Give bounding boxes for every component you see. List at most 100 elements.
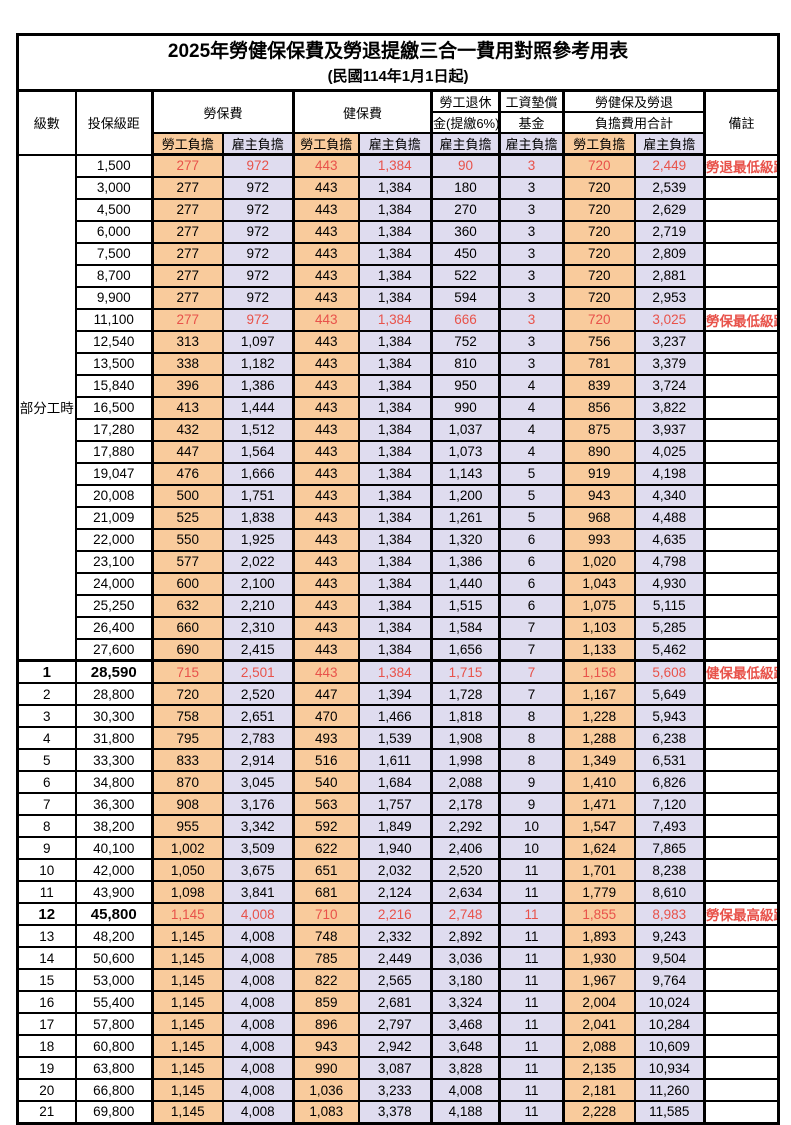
value-cell: 1,288	[562, 726, 636, 750]
remark-cell: 勞保最低級距	[702, 307, 780, 332]
value-cell: 6	[498, 593, 565, 618]
value-cell: 720	[151, 682, 224, 706]
value-cell: 3	[498, 175, 565, 200]
value-cell: 10,934	[633, 1056, 706, 1080]
value-cell: 10	[498, 814, 565, 838]
table-row: 5 33,300 833 2,914 516 1,611 1,998 8 1,349 6,531	[16, 748, 780, 772]
value-cell: 1,145	[151, 968, 224, 992]
value-cell: 1,145	[151, 902, 224, 926]
value-cell: 1,384	[357, 153, 433, 178]
value-cell: 890	[562, 439, 636, 464]
bracket-cell: 25,250	[74, 593, 154, 618]
col-header-bracket: 投保級距	[74, 89, 154, 156]
value-cell: 1,967	[562, 968, 636, 992]
value-cell: 875	[562, 417, 636, 442]
value-cell: 4,930	[633, 571, 706, 596]
value-cell: 1,384	[357, 219, 433, 244]
value-cell: 4,488	[633, 505, 706, 530]
table-row: 15,840 396 1,386 443 1,384 950 4 839 3,724	[18, 373, 780, 398]
value-cell: 1,684	[357, 770, 433, 794]
remark-cell	[702, 880, 780, 904]
value-cell: 1,384	[357, 439, 433, 464]
col-header-wage-fund-line2: 基金	[498, 111, 565, 134]
value-cell: 522	[430, 263, 501, 288]
bracket-cell: 3,000	[74, 175, 154, 200]
value-cell: 2,651	[221, 704, 295, 728]
value-cell: 443	[292, 417, 360, 442]
value-cell: 270	[430, 197, 501, 222]
col-header-total-line1: 勞健保及勞退	[562, 89, 706, 113]
bracket-cell: 36,300	[74, 792, 154, 816]
value-cell: 10,284	[633, 1012, 706, 1036]
col-header-health-employer: 雇主負擔	[357, 132, 433, 156]
value-cell: 972	[221, 153, 295, 178]
value-cell: 432	[151, 417, 224, 442]
remark-cell	[702, 461, 780, 486]
value-cell: 443	[292, 549, 360, 574]
value-cell: 943	[292, 1034, 360, 1058]
level-cell: 5	[16, 748, 77, 772]
remark-cell	[702, 373, 780, 398]
value-cell: 710	[292, 902, 360, 926]
value-cell: 1,855	[562, 902, 636, 926]
value-cell: 972	[221, 307, 295, 332]
value-cell: 972	[221, 175, 295, 200]
value-cell: 660	[151, 615, 224, 640]
bracket-cell: 23,100	[74, 549, 154, 574]
value-cell: 1,547	[562, 814, 636, 838]
value-cell: 6	[498, 571, 565, 596]
bracket-cell: 53,000	[74, 968, 154, 992]
bracket-cell: 33,300	[74, 748, 154, 772]
value-cell: 443	[292, 637, 360, 662]
value-cell: 4,198	[633, 461, 706, 486]
value-cell: 443	[292, 571, 360, 596]
value-cell: 443	[292, 197, 360, 222]
value-cell: 396	[151, 373, 224, 398]
value-cell: 443	[292, 395, 360, 420]
value-cell: 2,539	[633, 175, 706, 200]
value-cell: 9,764	[633, 968, 706, 992]
bracket-cell: 21,009	[74, 505, 154, 530]
value-cell: 11	[498, 858, 565, 882]
value-cell: 3,233	[357, 1078, 433, 1102]
value-cell: 3,045	[221, 770, 295, 794]
value-cell: 600	[151, 571, 224, 596]
level-cell: 10	[16, 858, 77, 882]
value-cell: 1,384	[357, 571, 433, 596]
bracket-cell: 1,500	[74, 153, 154, 178]
value-cell: 5,115	[633, 593, 706, 618]
table-row: 20,008 500 1,751 443 1,384 1,200 5 943 4,340	[18, 483, 780, 508]
value-cell: 277	[151, 219, 224, 244]
title-row: 2025年勞健保保費及勞退提繳三合一費用對照參考用表 (民國114年1月1日起)	[16, 33, 780, 92]
value-cell: 2,914	[221, 748, 295, 772]
value-cell: 972	[221, 197, 295, 222]
value-cell: 1,145	[151, 924, 224, 948]
remark-cell	[702, 329, 780, 354]
value-cell: 7,493	[633, 814, 706, 838]
value-cell: 3,841	[221, 880, 295, 904]
value-cell: 972	[221, 285, 295, 310]
level-cell: 8	[16, 814, 77, 838]
value-cell: 10,024	[633, 990, 706, 1014]
level-cell: 18	[16, 1034, 77, 1058]
value-cell: 1,930	[562, 946, 636, 970]
value-cell: 9	[498, 792, 565, 816]
value-cell: 651	[292, 858, 360, 882]
bracket-cell: 27,600	[74, 637, 154, 662]
value-cell: 2,100	[221, 571, 295, 596]
value-cell: 277	[151, 153, 224, 178]
value-cell: 2,332	[357, 924, 433, 948]
bracket-cell: 22,000	[74, 527, 154, 552]
table-row: 12 45,800 1,145 4,008 710 2,216 2,748 11 1,855 8,…	[16, 902, 780, 926]
bracket-cell: 15,840	[74, 373, 154, 398]
value-cell: 1,145	[151, 1056, 224, 1080]
value-cell: 180	[430, 175, 501, 200]
value-cell: 577	[151, 549, 224, 574]
value-cell: 8	[498, 748, 565, 772]
value-cell: 2,681	[357, 990, 433, 1014]
value-cell: 1,384	[357, 505, 433, 530]
value-cell: 8,610	[633, 880, 706, 904]
value-cell: 1,444	[221, 395, 295, 420]
value-cell: 277	[151, 175, 224, 200]
value-cell: 690	[151, 637, 224, 662]
